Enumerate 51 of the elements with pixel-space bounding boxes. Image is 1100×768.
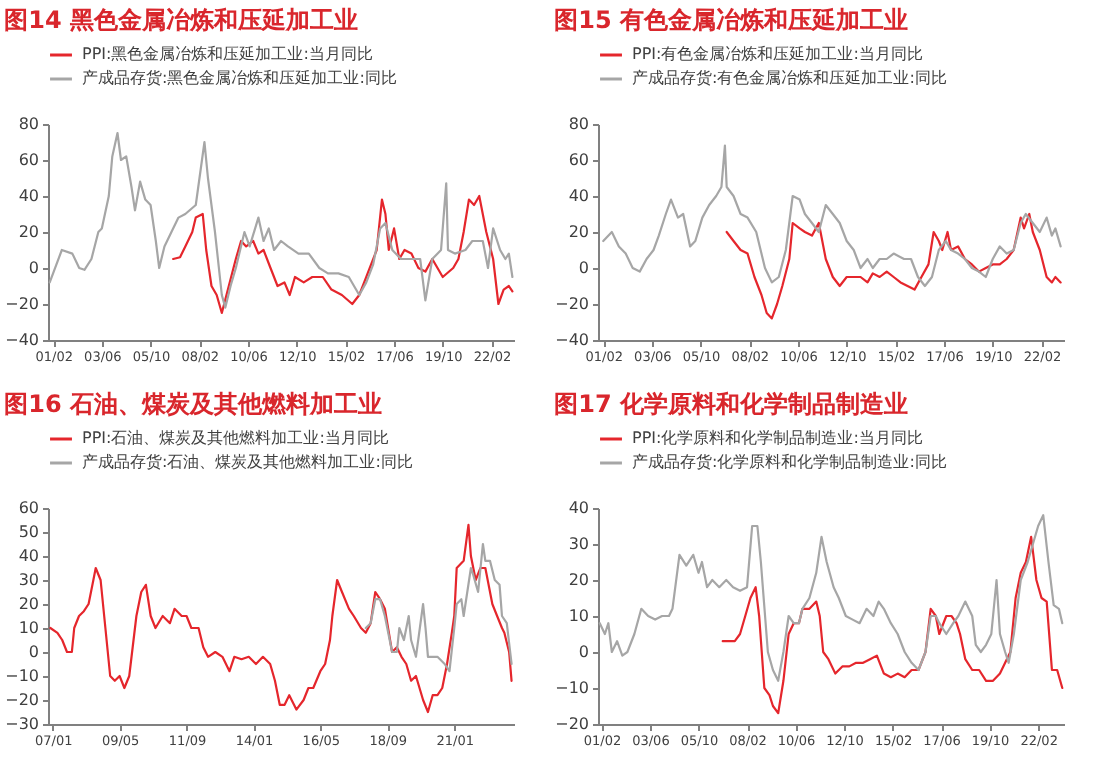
legend-label: 产成品存货:有色金属冶炼和压延加工业:同比 bbox=[632, 69, 947, 87]
y-tick-label: 0 bbox=[578, 259, 589, 277]
line-series bbox=[172, 194, 514, 315]
y-tick-label: 30 bbox=[568, 535, 589, 553]
y-tick-label: 60 bbox=[18, 499, 39, 517]
y-tick-label: 0 bbox=[28, 259, 39, 277]
line-series bbox=[48, 131, 514, 309]
line-series bbox=[49, 523, 513, 714]
y-tick-label: 10 bbox=[568, 607, 589, 625]
y-tick-label: 20 bbox=[18, 595, 39, 613]
y-tick-label: 40 bbox=[18, 187, 39, 205]
y-tick-label: 80 bbox=[568, 115, 589, 133]
y-tick-label: 40 bbox=[568, 499, 589, 517]
line-series bbox=[602, 144, 1062, 288]
y-tick-label: −40 bbox=[555, 331, 589, 349]
line-series bbox=[598, 514, 1064, 682]
legend-label: PPI:化学原料和化学制品制造业:当月同比 bbox=[632, 429, 923, 447]
y-tick-label: −40 bbox=[5, 331, 39, 349]
y-tick-label: 80 bbox=[18, 115, 39, 133]
y-tick-label: −20 bbox=[5, 691, 39, 709]
chart-title: 图15 有色金属冶炼和压延加工业 bbox=[554, 6, 909, 34]
y-tick-label: 0 bbox=[578, 643, 589, 661]
y-tick-label: 60 bbox=[18, 151, 39, 169]
legend-label: PPI:有色金属冶炼和压延加工业:当月同比 bbox=[632, 45, 923, 63]
legend-label: PPI:黑色金属冶炼和压延加工业:当月同比 bbox=[82, 45, 373, 63]
line-series bbox=[721, 535, 1064, 715]
legend-label: 产成品存货:石油、煤炭及其他燃料加工业:同比 bbox=[82, 453, 413, 471]
y-tick-label: 60 bbox=[568, 151, 589, 169]
y-tick-label: 40 bbox=[568, 187, 589, 205]
chart-title: 图17 化学原料和化学制品制造业 bbox=[554, 390, 909, 418]
chart-title: 图16 石油、煤炭及其他燃料加工业 bbox=[4, 390, 383, 418]
y-tick-label: −20 bbox=[555, 715, 589, 733]
legend-label: PPI:石油、煤炭及其他燃料加工业:当月同比 bbox=[82, 429, 389, 447]
legend-label: 产成品存货:黑色金属冶炼和压延加工业:同比 bbox=[82, 69, 397, 87]
y-tick-label: 0 bbox=[28, 643, 39, 661]
chart-title: 图14 黑色金属冶炼和压延加工业 bbox=[4, 6, 359, 34]
y-tick-label: 30 bbox=[18, 571, 39, 589]
y-tick-label: −20 bbox=[5, 295, 39, 313]
line-series bbox=[725, 212, 1062, 320]
y-tick-label: 50 bbox=[18, 523, 39, 541]
y-tick-label: 10 bbox=[18, 619, 39, 637]
y-tick-label: 40 bbox=[18, 547, 39, 565]
y-tick-label: −30 bbox=[5, 715, 39, 733]
y-tick-label: −10 bbox=[555, 679, 589, 697]
y-tick-label: −10 bbox=[5, 667, 39, 685]
y-tick-label: 20 bbox=[568, 223, 589, 241]
legend-label: 产成品存货:化学原料和化学制品制造业:同比 bbox=[632, 453, 947, 471]
y-tick-label: 20 bbox=[18, 223, 39, 241]
line-series bbox=[364, 542, 513, 673]
y-tick-label: −20 bbox=[555, 295, 589, 313]
y-tick-label: 20 bbox=[568, 571, 589, 589]
